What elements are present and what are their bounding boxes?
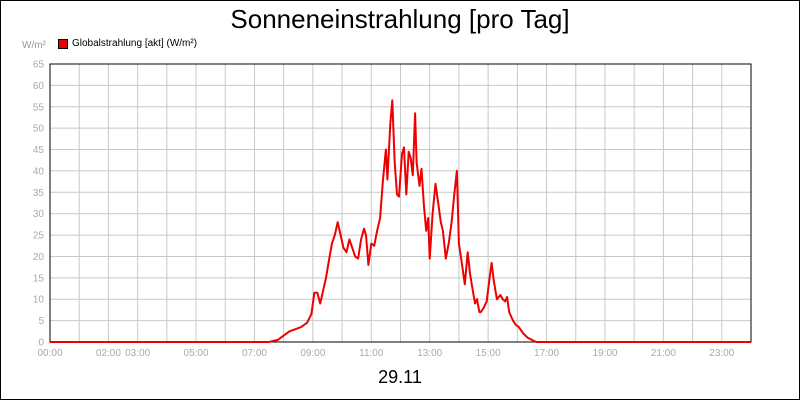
x-tick-label: 21:00 (651, 348, 676, 359)
y-tick-label: 30 (33, 209, 45, 220)
x-tick-label: 07:00 (242, 348, 267, 359)
x-tick-label: 23:00 (709, 348, 734, 359)
series-line (50, 99, 751, 343)
y-tick-label: 55 (33, 102, 45, 113)
y-tick-label: 15 (33, 273, 45, 284)
y-tick-label: 20 (33, 252, 45, 263)
x-tick-label: 02:00 (96, 348, 121, 359)
x-tick-label: 15:00 (476, 348, 501, 359)
y-tick-label: 0 (38, 338, 44, 349)
legend-label: Globalstrahlung [akt] (W/m²) (72, 38, 198, 49)
y-tick-label: 10 (33, 295, 45, 306)
x-tick-label: 19:00 (592, 348, 617, 359)
legend-swatch (58, 38, 68, 49)
y-tick-label: 60 (33, 81, 45, 92)
x-tick-label: 03:00 (125, 348, 150, 359)
x-tick-label: 09:00 (300, 348, 325, 359)
y-tick-label: 65 (33, 60, 45, 71)
y-tick-label: 5 (38, 316, 44, 327)
y-tick-label: 35 (33, 188, 45, 199)
x-tick-label: 00:00 (37, 348, 62, 359)
y-tick-label: 25 (33, 231, 45, 242)
chart-title: Sonneneinstrahlung [pro Tag] (230, 4, 570, 34)
plot-border (49, 63, 752, 343)
y-tick-label: 40 (33, 166, 45, 177)
x-tick-label: 05:00 (184, 348, 209, 359)
x-tick-label: 13:00 (417, 348, 442, 359)
y-axis-unit: W/m² (22, 40, 46, 51)
x-tick-label: 11:00 (359, 348, 384, 359)
x-tick-label: 17:00 (534, 348, 559, 359)
x-axis-label: 29.11 (378, 367, 422, 387)
legend: Globalstrahlung [akt] (W/m²) (58, 38, 197, 49)
y-tick-label: 50 (33, 124, 45, 135)
y-tick-label: 45 (33, 145, 45, 156)
